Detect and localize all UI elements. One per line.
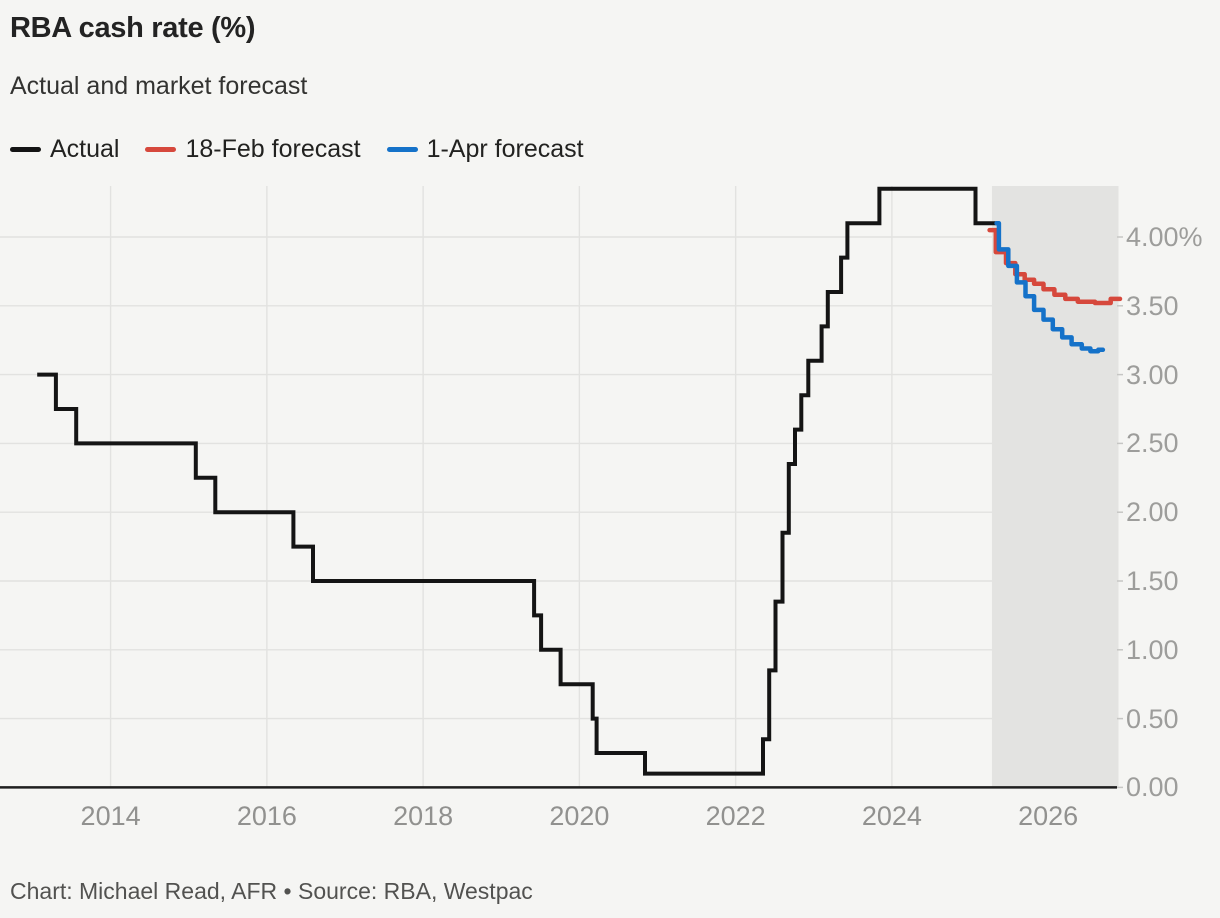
legend-item-apr-forecast: 1-Apr forecast [386,134,584,164]
x-axis-label: 2014 [80,801,141,831]
chart-subtitle: Actual and market forecast [10,72,308,100]
chart-title: RBA cash rate (%) [10,12,256,44]
y-axis-label: 3.50 [1126,290,1179,321]
legend: Actual 18-Feb forecast 1-Apr forecast [10,135,584,163]
legend-label-actual: Actual [50,134,120,163]
y-axis-label: 0.50 [1126,703,1179,734]
x-axis-label: 2018 [393,801,454,831]
y-axis-label: 1.00 [1126,634,1179,665]
apr-forecast-line-swatch-icon [386,146,418,152]
legend-label-apr-forecast: 1-Apr forecast [426,134,584,163]
x-axis-label: 2016 [236,801,297,831]
x-axis-label: 2026 [1018,801,1079,831]
feb-forecast-line-swatch-icon [145,146,177,152]
legend-label-feb-forecast: 18-Feb forecast [185,134,361,163]
apr-forecast-line [994,220,1106,354]
actual-line-swatch-icon [10,146,41,152]
legend-item-feb-forecast: 18-Feb forecast [145,134,361,164]
y-axis-label: 1.50 [1126,566,1179,596]
feb-forecast-line [987,227,1123,306]
chart-credit: Chart: Michael Read, AFR • Source: RBA, … [10,878,533,904]
x-axis-label: 2020 [549,801,610,831]
y-axis-label: 4.00% [1126,222,1203,252]
y-axis-label: 0.00 [1126,772,1179,803]
y-axis-label: 2.00 [1126,497,1179,528]
legend-item-actual: Actual [10,135,119,164]
actual-line [37,186,997,776]
y-axis-label: 2.50 [1126,428,1179,459]
x-axis-label: 2024 [861,801,922,831]
forecast-shaded-region [991,186,1119,788]
x-axis-label: 2022 [705,801,766,831]
y-axis-label: 3.00 [1126,359,1179,390]
